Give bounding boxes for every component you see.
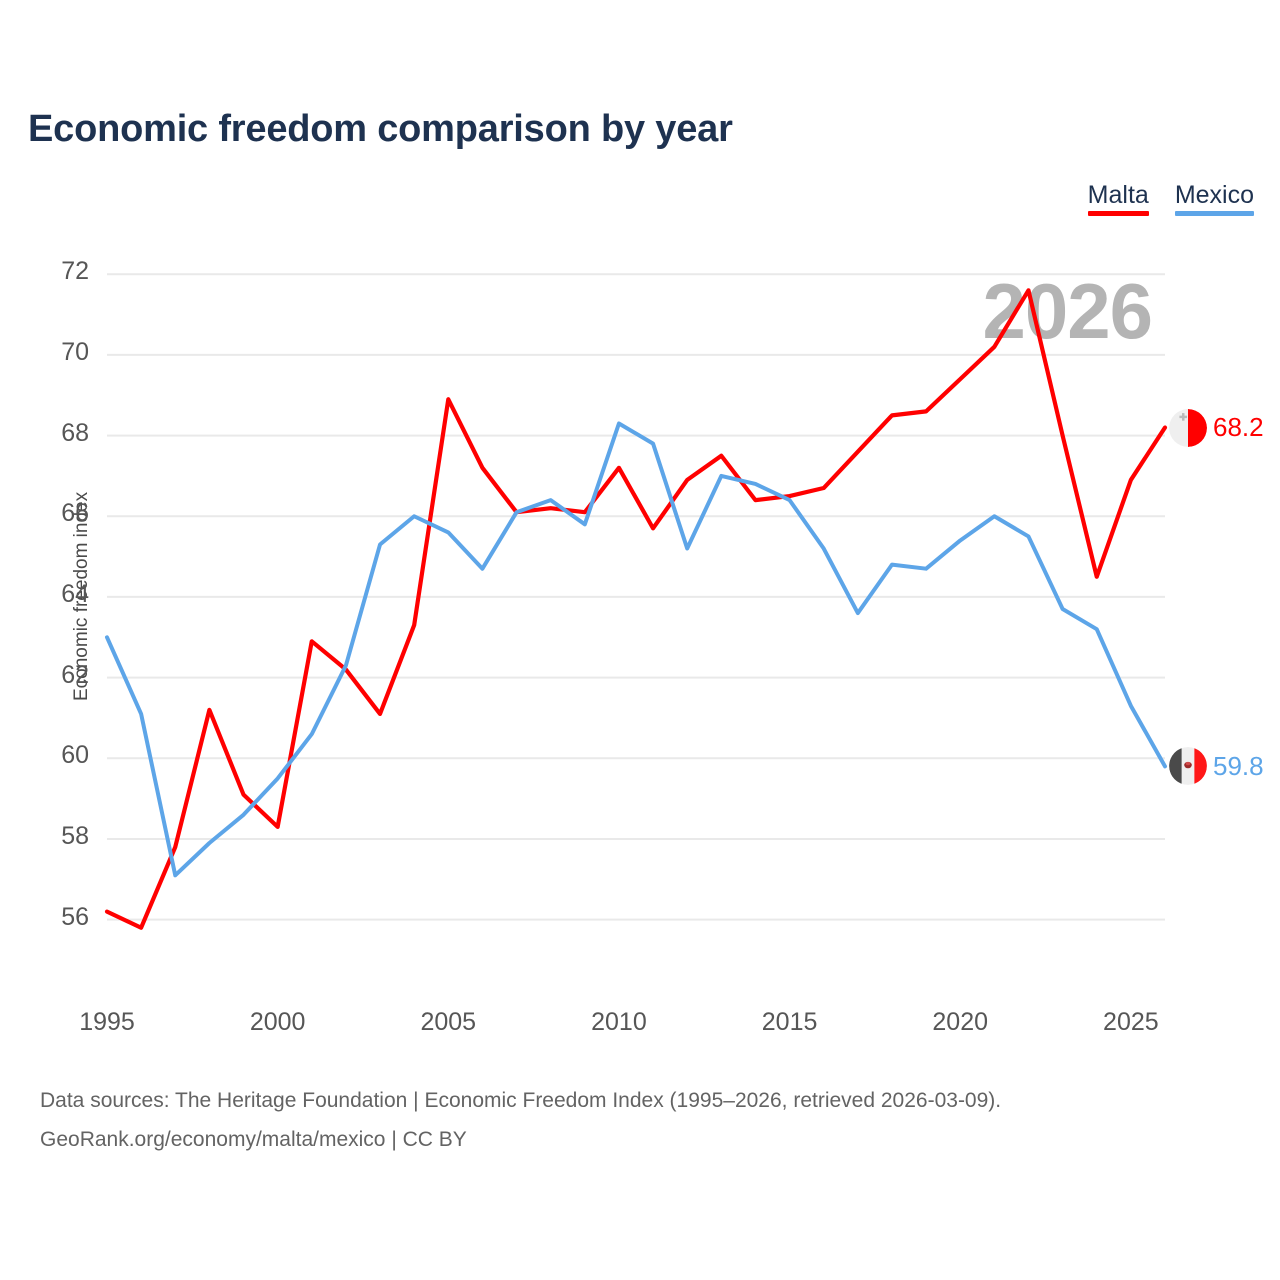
x-tick-2010: 2010: [591, 1008, 647, 1036]
x-tick-2025: 2025: [1103, 1008, 1159, 1036]
malta-flag-icon: [1169, 408, 1207, 447]
footer-line-2: GeoRank.org/economy/malta/mexico | CC BY: [40, 1127, 467, 1151]
y-tick-66: 66: [61, 499, 89, 528]
x-tick-2015: 2015: [761, 1008, 818, 1036]
footer-line-1: Data sources: The Heritage Foundation | …: [40, 1089, 1002, 1112]
page-title: Economic freedom comparison by year: [28, 108, 733, 150]
y-tick-60: 60: [61, 741, 89, 770]
legend-label-malta: Malta: [1087, 181, 1149, 209]
y-tick-56: 56: [61, 902, 89, 931]
footer: Data sources: The Heritage Foundation | …: [40, 1082, 1001, 1160]
y-tick-62: 62: [61, 660, 89, 689]
end-value-malta: 68.2: [1213, 412, 1264, 442]
y-tick-58: 58: [61, 821, 89, 850]
x-tick-2005: 2005: [420, 1008, 477, 1036]
end-label-mexico: 59.8: [1169, 747, 1264, 786]
legend: Malta Mexico: [1087, 181, 1254, 217]
y-tick-70: 70: [61, 337, 89, 366]
y-tick-64: 64: [61, 579, 89, 608]
x-tick-2000: 2000: [249, 1008, 306, 1036]
year-watermark: 2026: [982, 267, 1153, 355]
legend-swatch-malta: [1087, 211, 1149, 217]
end-value-mexico: 59.8: [1213, 750, 1264, 781]
legend-item-malta[interactable]: Malta: [1087, 181, 1149, 217]
end-label-malta: 68.2: [1169, 408, 1264, 447]
legend-label-mexico: Mexico: [1174, 181, 1254, 209]
mexico-flag-icon: [1169, 747, 1207, 786]
legend-item-mexico[interactable]: Mexico: [1174, 181, 1254, 217]
y-tick-68: 68: [61, 418, 89, 447]
legend-swatch-mexico: [1174, 211, 1254, 217]
y-tick-72: 72: [61, 257, 89, 286]
x-tick-1995: 1995: [79, 1008, 135, 1036]
x-tick-2020: 2020: [932, 1008, 989, 1036]
